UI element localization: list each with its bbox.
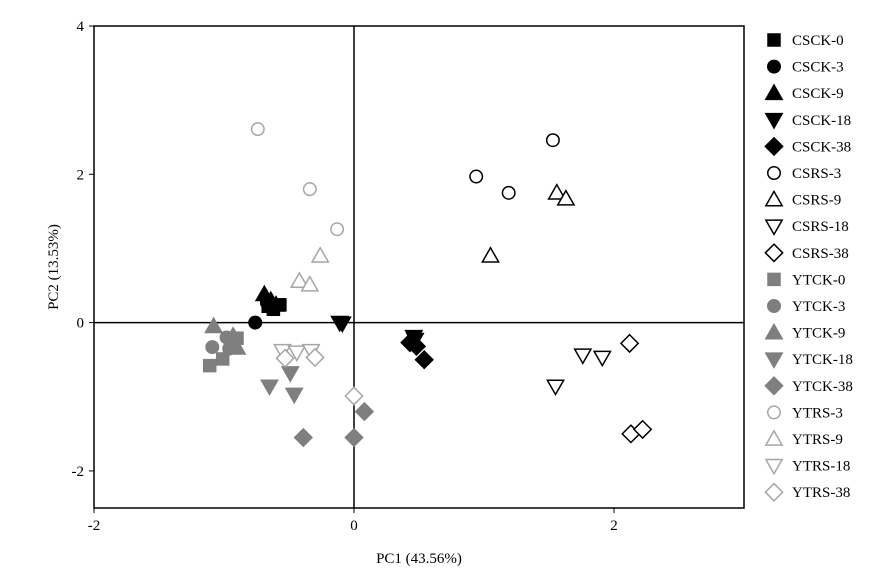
legend: CSCK-0 CSCK-3 CSCK-9 CSCK-18 CSCK-38 CSRS-3 CS… — [764, 33, 853, 502]
legend-marker-ytrs-18 — [764, 458, 784, 476]
legend-label: CSCK-9 — [792, 86, 844, 102]
csrs-3-point — [501, 185, 516, 200]
ytrs-3-point — [330, 222, 345, 237]
legend-label: YTCK-3 — [792, 299, 845, 315]
legend-label: YTRS-38 — [792, 485, 850, 501]
csrs-38-point — [632, 419, 653, 440]
legend-marker-ytck-18 — [764, 352, 784, 369]
ytrs-38-point — [344, 386, 364, 406]
legend-marker-csrs-3 — [767, 166, 781, 180]
legend-label: CSCK-38 — [792, 139, 851, 155]
csrs-18-point — [546, 379, 565, 397]
ytrs-38-point — [275, 348, 295, 368]
y-tick-label: 2 — [77, 167, 85, 183]
legend-label: CSCK-3 — [792, 60, 844, 76]
ytrs-9-point — [300, 275, 320, 292]
ytck-0-point — [202, 358, 217, 373]
csrs-3-point — [545, 133, 560, 148]
x-tick-label: -2 — [88, 518, 101, 534]
legend-marker-csck-0 — [767, 33, 781, 47]
axis-ticks: -2 0 2 -2 0 2 4 — [72, 19, 618, 534]
legend-marker-ytck-9 — [764, 322, 784, 340]
legend-label: CSRS-18 — [792, 219, 849, 235]
legend-marker-csck-3 — [767, 59, 781, 74]
legend-marker-ytrs-3 — [767, 405, 781, 420]
ytck-9-point — [204, 316, 224, 334]
x-tick-label: 0 — [350, 518, 358, 534]
legend-marker-csrs-9 — [764, 189, 784, 207]
legend-label: YTCK-18 — [792, 352, 853, 368]
legend-label: YTCK-0 — [792, 272, 845, 288]
legend-marker-ytrs-9 — [764, 429, 784, 446]
y-tick-label: 0 — [77, 316, 85, 332]
zero-lines — [94, 26, 744, 508]
csck-9-point — [266, 295, 286, 312]
ytck-9-point — [227, 338, 247, 355]
plot-frame — [93, 25, 745, 509]
legend-marker-csrs-38 — [764, 243, 784, 263]
legend-marker-ytck-3 — [767, 299, 781, 313]
legend-label: YTRS-18 — [792, 459, 850, 475]
ytrs-3-point — [250, 122, 265, 137]
plot-border — [93, 25, 745, 509]
legend-marker-csck-18 — [764, 112, 784, 130]
y-tick-label: 4 — [77, 19, 85, 35]
ytck-3-point — [205, 340, 220, 355]
ytrs-18-point — [287, 345, 307, 362]
csrs-9-point — [556, 189, 576, 206]
data-points — [202, 122, 653, 448]
legend-label: YTCK-38 — [792, 379, 853, 395]
ytrs-38-point — [305, 347, 325, 368]
x-axis-title: PC1 (43.56%) — [376, 551, 462, 567]
ytck-18-point — [280, 366, 300, 383]
ytck-38-point — [293, 427, 314, 448]
legend-label: CSRS-3 — [792, 166, 841, 182]
legend-marker-ytrs-38 — [764, 482, 784, 502]
csrs-9-point — [547, 183, 567, 200]
csrs-18-point — [573, 348, 593, 365]
legend-marker-ytck-0 — [767, 272, 781, 287]
legend-label: CSRS-38 — [792, 246, 849, 262]
csrs-9-point — [481, 246, 500, 263]
legend-marker-csck-38 — [764, 136, 784, 157]
csck-38-point — [406, 336, 427, 357]
legend-label: YTCK-9 — [792, 326, 845, 342]
csck-18-point — [332, 316, 352, 334]
legend-marker-csrs-18 — [764, 219, 784, 236]
legend-label: CSCK-18 — [792, 113, 851, 129]
ytrs-3-point — [302, 182, 317, 197]
ytck-0-point — [215, 352, 230, 366]
ytrs-9-point — [289, 271, 309, 288]
legend-label: YTRS-9 — [792, 432, 843, 448]
ytck-38-point — [344, 427, 364, 448]
csrs-38-point — [619, 333, 640, 354]
ytrs-9-point — [310, 246, 330, 263]
csck-38-point — [414, 349, 434, 370]
csrs-18-point — [592, 350, 612, 368]
x-tick-label: 2 — [610, 518, 618, 534]
legend-label: CSRS-9 — [792, 193, 841, 209]
legend-marker-ytck-38 — [764, 376, 784, 396]
legend-label: YTRS-3 — [792, 405, 843, 421]
csrs-3-point — [469, 169, 484, 184]
ytck-38-point — [354, 401, 375, 422]
y-axis-title: PC2 (13.53%) — [46, 224, 62, 310]
ytck-18-point — [260, 379, 279, 397]
legend-marker-csck-9 — [764, 83, 784, 101]
csck-3-point — [248, 315, 263, 330]
ytck-18-point — [284, 387, 304, 405]
legend-label: CSCK-0 — [792, 33, 844, 49]
y-tick-label: -2 — [72, 464, 85, 480]
